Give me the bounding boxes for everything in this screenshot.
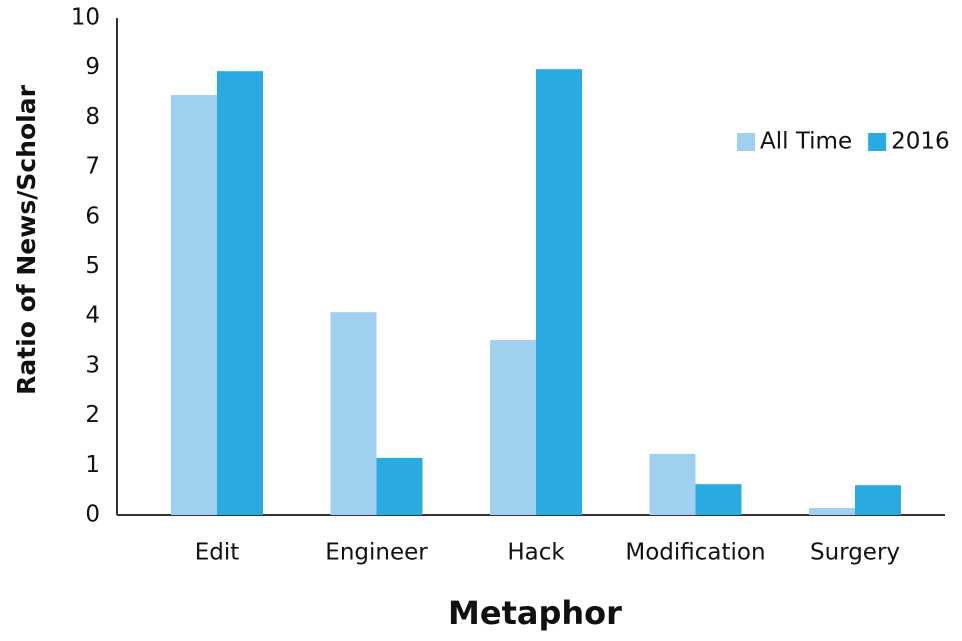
y-tick-label: 4 bbox=[85, 303, 100, 329]
y-axis-label: Ratio of News/Scholar bbox=[12, 84, 41, 394]
legend-label: 2016 bbox=[891, 129, 950, 155]
y-tick-label: 3 bbox=[85, 352, 100, 378]
x-tick-label: Surgery bbox=[810, 540, 900, 566]
y-tick-label: 5 bbox=[85, 253, 100, 279]
bar bbox=[855, 485, 901, 515]
bar bbox=[490, 340, 536, 515]
legend-swatch bbox=[868, 133, 887, 151]
x-tick-label: Hack bbox=[507, 540, 565, 566]
bar bbox=[536, 69, 582, 515]
bar bbox=[376, 457, 423, 515]
legend-swatch bbox=[737, 133, 755, 151]
x-tick-label: Engineer bbox=[325, 540, 428, 566]
y-tick-label: 1 bbox=[85, 452, 100, 478]
x-axis-label: Metaphor bbox=[448, 594, 622, 632]
y-tick-label: 7 bbox=[85, 154, 100, 180]
x-tick-label: Edit bbox=[195, 540, 240, 566]
y-tick-label: 9 bbox=[85, 54, 100, 80]
bar bbox=[809, 508, 855, 515]
y-tick-label: 0 bbox=[85, 502, 100, 528]
bar bbox=[695, 484, 742, 515]
y-tick-label: 8 bbox=[85, 104, 100, 130]
bar bbox=[330, 312, 377, 515]
bar bbox=[649, 453, 696, 515]
y-tick-label: 10 bbox=[71, 5, 100, 31]
legend-label: All Time bbox=[760, 129, 852, 155]
y-tick-label: 2 bbox=[85, 402, 100, 428]
bar bbox=[171, 95, 217, 515]
x-tick-label: Modification bbox=[625, 540, 765, 566]
y-tick-label: 6 bbox=[85, 203, 100, 229]
bar bbox=[217, 71, 263, 515]
